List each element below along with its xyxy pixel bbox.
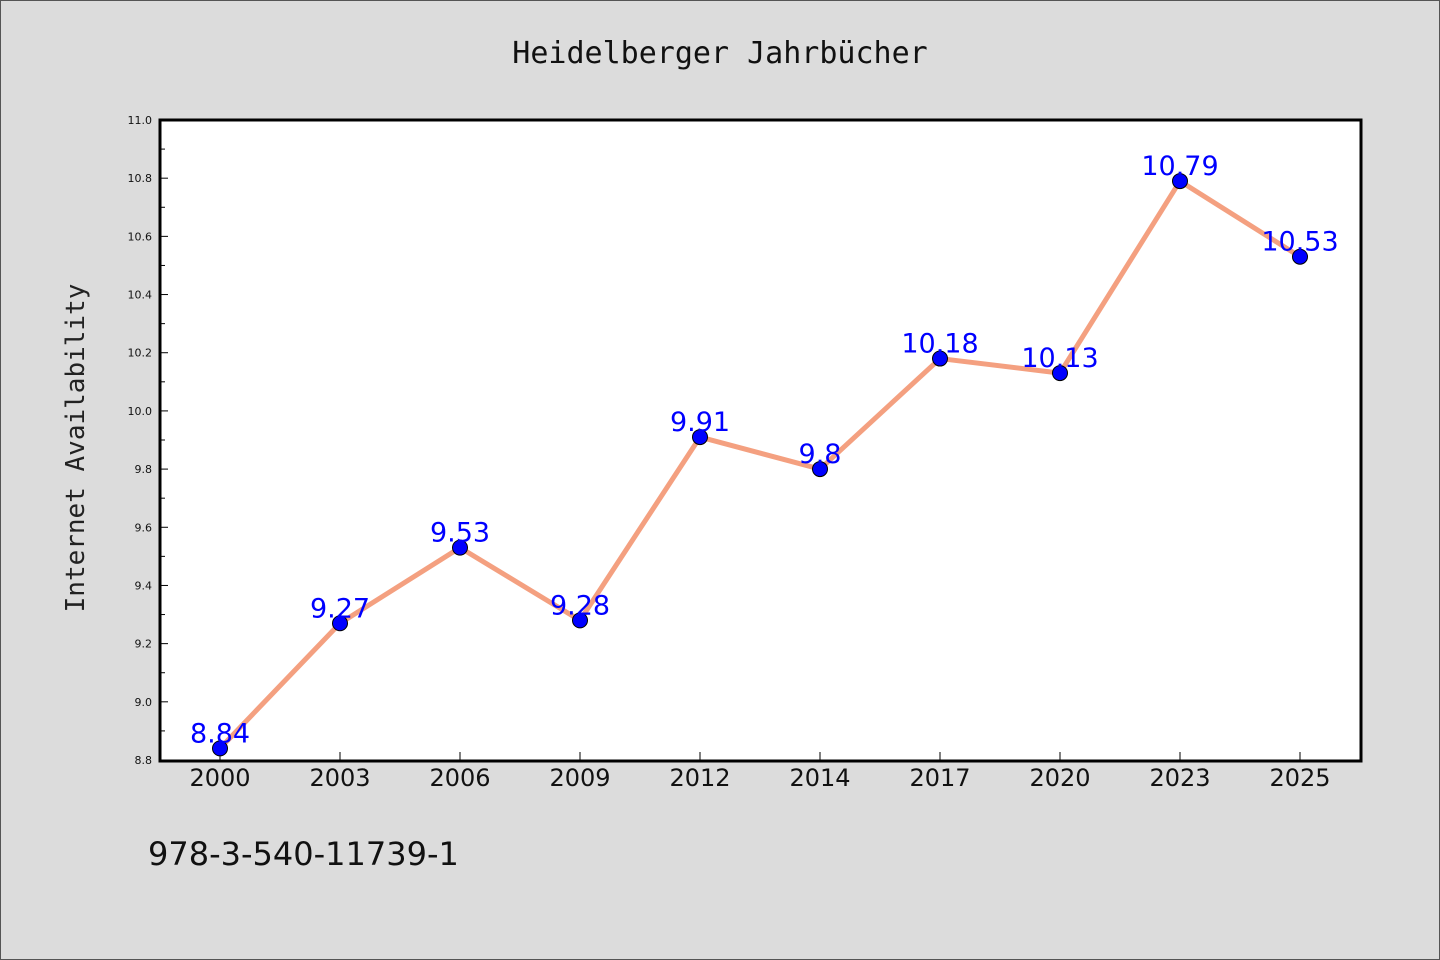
y-tick-label: 10.2 <box>128 347 153 360</box>
y-tick-label: 9.4 <box>135 579 153 592</box>
x-tick-label: 2025 <box>1269 764 1330 792</box>
y-tick-label: 10.0 <box>128 405 153 418</box>
data-label: 8.84 <box>190 718 250 749</box>
footnote-isbn: 978-3-540-11739-1 <box>148 835 459 873</box>
y-tick-label: 11.0 <box>128 114 153 127</box>
data-label: 10.13 <box>1021 343 1098 374</box>
data-point <box>812 461 828 478</box>
x-tick-label: 2020 <box>1029 764 1090 792</box>
data-point <box>932 350 948 367</box>
y-tick-label: 8.8 <box>135 754 153 767</box>
x-axis-ticks: 2000 2003 2006 2009 2012 2014 2017 2020 2023 2025 <box>189 752 1331 792</box>
x-tick-label: 2012 <box>669 764 730 792</box>
data-point <box>452 539 468 556</box>
x-tick-label: 2017 <box>909 764 970 792</box>
data-point <box>1292 248 1308 265</box>
x-tick-label: 2006 <box>429 764 490 792</box>
data-point <box>692 429 708 446</box>
y-tick-label: 10.8 <box>128 172 153 185</box>
y-axis-ticks: 8.8 9.0 9.2 9.4 9.6 9.8 10.0 10.2 10.4 10.6 10.8 11… <box>128 114 168 767</box>
y-tick-label: 10.4 <box>128 289 153 302</box>
data-label: 9.28 <box>550 590 610 621</box>
y-tick-label: 9.0 <box>135 696 153 709</box>
data-labels-group: 8.84 9.27 9.53 9.28 9.91 9.8 10.18 10.13 10.79 10… <box>190 151 1339 749</box>
data-label: 10.79 <box>1141 151 1218 182</box>
data-label: 9.53 <box>430 518 490 549</box>
data-label: 10.53 <box>1261 227 1338 258</box>
data-point <box>1052 365 1068 382</box>
data-label: 9.8 <box>799 439 842 470</box>
y-tick-label: 9.8 <box>135 463 153 476</box>
x-tick-label: 2003 <box>309 764 370 792</box>
series-line <box>218 178 1302 751</box>
data-point <box>212 740 228 757</box>
data-point <box>1172 173 1188 190</box>
y-tick-label: 9.6 <box>135 521 153 534</box>
y-tick-label: 9.2 <box>135 638 153 651</box>
data-label: 10.18 <box>901 329 978 360</box>
data-label: 9.91 <box>670 407 730 438</box>
data-point <box>332 615 348 632</box>
x-tick-label: 2014 <box>789 764 850 792</box>
x-tick-label: 2023 <box>1149 764 1210 792</box>
y-axis-label: Internet Availability <box>61 284 91 613</box>
y-tick-label: 10.6 <box>128 230 153 243</box>
plot-area <box>158 118 1363 763</box>
x-tick-label: 2000 <box>189 764 250 792</box>
x-tick-label: 2009 <box>549 764 610 792</box>
chart-title: Heidelberger Jahrbücher <box>512 36 927 71</box>
series-group <box>212 173 1308 757</box>
data-point <box>572 612 588 629</box>
data-label: 9.27 <box>310 593 370 624</box>
